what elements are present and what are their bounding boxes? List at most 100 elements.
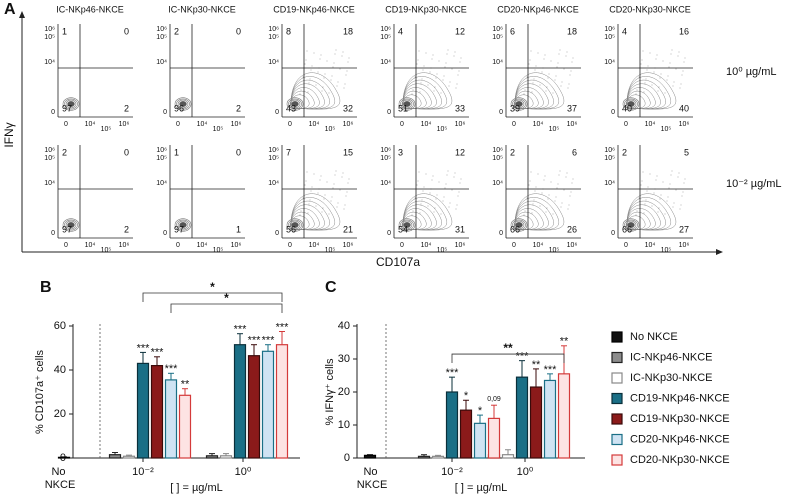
quadrant-percent: 1 [236, 224, 241, 234]
x-tick-label: 10⁶ [231, 121, 242, 128]
event-dot [434, 207, 436, 209]
event-dot [299, 214, 301, 216]
event-dot [645, 199, 647, 201]
event-dot [651, 84, 653, 86]
event-dot [420, 203, 422, 205]
event-dot [647, 65, 649, 67]
bar [543, 379, 557, 459]
contour-ring [398, 97, 416, 111]
x-tick-label: 10⁻² [441, 466, 463, 478]
significance: *** [248, 335, 262, 347]
event-dot [346, 70, 348, 72]
contour-ring [510, 97, 528, 111]
contour-ring [402, 72, 453, 110]
x-tick-label: 0 [176, 242, 180, 249]
event-dot [311, 65, 313, 67]
legend-label: CD20-NKp46-NKCE [630, 433, 730, 445]
contour-ring [291, 222, 299, 229]
event-dot [308, 203, 310, 205]
legend-swatch [611, 433, 623, 446]
significance: *** [151, 347, 165, 359]
event-dot [440, 92, 442, 94]
event-dot [458, 70, 460, 72]
event-dot [330, 79, 332, 81]
event-dot [304, 63, 306, 65]
x-tick-label: 10⁶ [679, 242, 690, 249]
quadrant-percent: 39 [510, 103, 520, 113]
significance: * [464, 390, 469, 402]
event-dot [559, 170, 561, 172]
event-dot [422, 190, 424, 192]
quadrant-percent: 18 [343, 26, 353, 36]
event-dot [460, 178, 462, 180]
y-tick-label: 10⁴ [604, 180, 615, 187]
event-dot [534, 190, 536, 192]
event-dot [537, 173, 539, 175]
x-tick-label: 10⁴ [85, 121, 96, 128]
x-tick-label: 10⁶ [455, 242, 466, 249]
event-dot [330, 200, 332, 202]
event-dot [309, 199, 311, 201]
event-dot [431, 179, 433, 181]
event-dot [532, 82, 534, 84]
event-dot [570, 70, 572, 72]
contour [174, 97, 192, 111]
contour [286, 49, 350, 111]
x-tick-label: 10⁵ [213, 247, 224, 254]
y-tick-label: 10⁵ [380, 34, 391, 41]
event-dot [641, 180, 643, 182]
event-dot [317, 71, 319, 73]
contour-ring [289, 220, 301, 230]
y-tick-label: 10⁵ [156, 34, 167, 41]
legend-swatch [611, 413, 623, 425]
quadrant-percent: 96 [174, 103, 184, 113]
y-tick-label: 0 [344, 452, 350, 464]
x-axis-title: CD107a [376, 255, 420, 269]
bar [219, 455, 233, 459]
y-tick-label: 10⁵ [604, 155, 615, 162]
bracket [170, 303, 283, 313]
bar [417, 455, 431, 459]
significance: *** [165, 363, 179, 375]
event-dot [320, 54, 322, 56]
y-tick-label: 0 [499, 230, 503, 237]
event-dot [668, 187, 670, 189]
x-tick-label: 0 [176, 121, 180, 128]
y-tick-label: 10⁶ [380, 26, 391, 33]
event-dot [565, 176, 567, 178]
bar [501, 454, 515, 459]
event-dot [324, 73, 326, 75]
event-dot [322, 207, 324, 209]
event-dot [319, 58, 321, 60]
event-dot [550, 181, 552, 183]
y-tick-label: 60 [54, 320, 66, 332]
y-tick-label: 10⁴ [380, 180, 391, 187]
event-dot [571, 182, 573, 184]
event-dot [642, 171, 644, 173]
event-dot [328, 92, 330, 94]
event-dot [653, 192, 655, 194]
event-dot [417, 180, 419, 182]
significance: ** [532, 359, 541, 371]
event-dot [313, 173, 315, 175]
contour [622, 170, 686, 232]
event-dot [436, 194, 438, 196]
event-dot [644, 82, 646, 84]
event-dot [457, 74, 459, 76]
bar [275, 344, 289, 459]
contour-ring [513, 220, 525, 230]
contour-ring [624, 219, 638, 231]
y-tick-label: 0 [499, 109, 503, 116]
event-dot [435, 77, 437, 79]
contour-ring [65, 99, 77, 109]
event-dot [658, 207, 660, 209]
event-dot [660, 73, 662, 75]
x-tick-label: 10⁵ [101, 247, 112, 254]
quadrant-percent: 6 [510, 26, 515, 36]
quadrant-percent: 6 [572, 147, 577, 157]
x-tick-label: 10⁵ [325, 126, 336, 133]
event-dot [333, 62, 335, 64]
event-dot [560, 85, 562, 87]
event-dot [343, 208, 345, 210]
event-dot [635, 214, 637, 216]
